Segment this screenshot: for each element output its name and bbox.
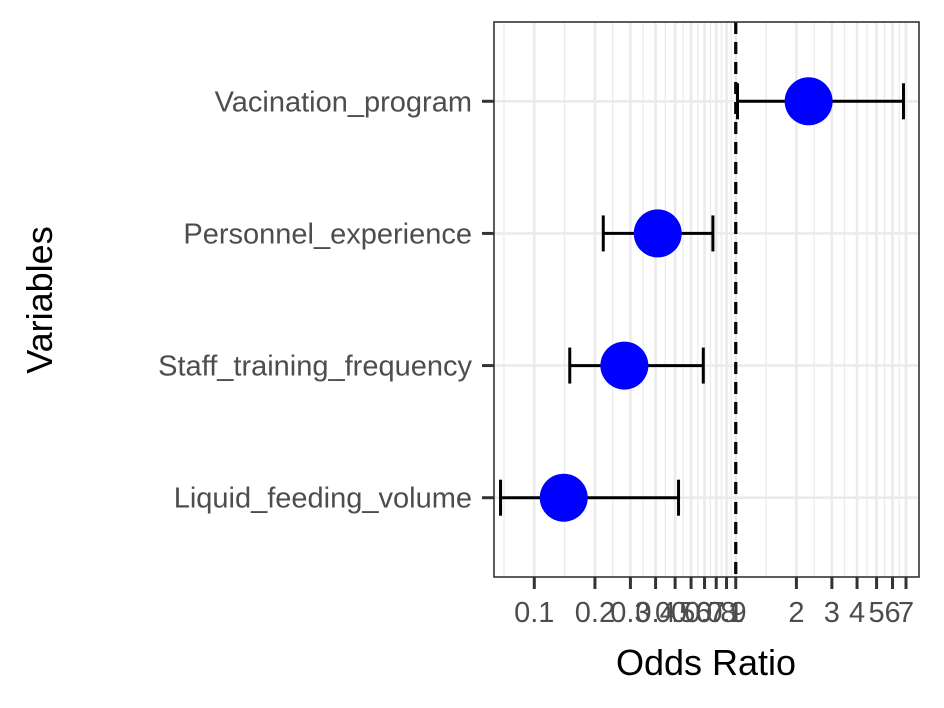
x-axis-title: Odds Ratio <box>616 642 796 683</box>
point-layer <box>539 77 833 522</box>
y-tick-label: Liquid_feeding_volume <box>174 483 472 515</box>
y-tick-label: Vacination_program <box>215 86 472 118</box>
x-tick-label: 0.3 <box>610 597 650 629</box>
x-tick-label: 1 <box>728 597 744 629</box>
x-tick-label: 0.9 <box>706 597 746 629</box>
x-tick-label: 0.1 <box>514 597 554 629</box>
y-tick-label: Personnel_experience <box>183 218 472 250</box>
x-tick-label: 7 <box>898 597 914 629</box>
y-axis: Vacination_program Personnel_experience St… <box>158 86 494 515</box>
odds-ratio-point <box>784 77 833 126</box>
x-tick-label: 4 <box>849 597 865 629</box>
x-axis: 0.1 0.20.30.40.50.60.70.80.91 2 3 4 5 67 <box>514 577 914 629</box>
x-tick-label: 0.5 <box>655 597 695 629</box>
y-tick-label: Staff_training_frequency <box>158 351 472 383</box>
x-tick-label: 6 <box>884 597 900 629</box>
x-tick-label: 0.4 <box>635 597 675 629</box>
x-tick-label: 0.7 <box>684 597 724 629</box>
x-tick-label: 0.6 <box>671 597 711 629</box>
x-tick-label: 0.2 <box>575 597 615 629</box>
x-tick-label: 0.8 <box>696 597 736 629</box>
odds-ratio-point <box>539 473 588 522</box>
x-tick-label: 3 <box>824 597 840 629</box>
x-tick-label: 5 <box>869 597 885 629</box>
errorbar-layer <box>499 83 905 516</box>
y-axis-title: Variables <box>19 226 60 373</box>
odds-ratio-point <box>600 341 649 390</box>
grid-layer <box>494 22 919 577</box>
panel-border <box>493 21 920 578</box>
x-tick-label: 2 <box>788 597 804 629</box>
odds-ratio-point <box>633 209 682 258</box>
